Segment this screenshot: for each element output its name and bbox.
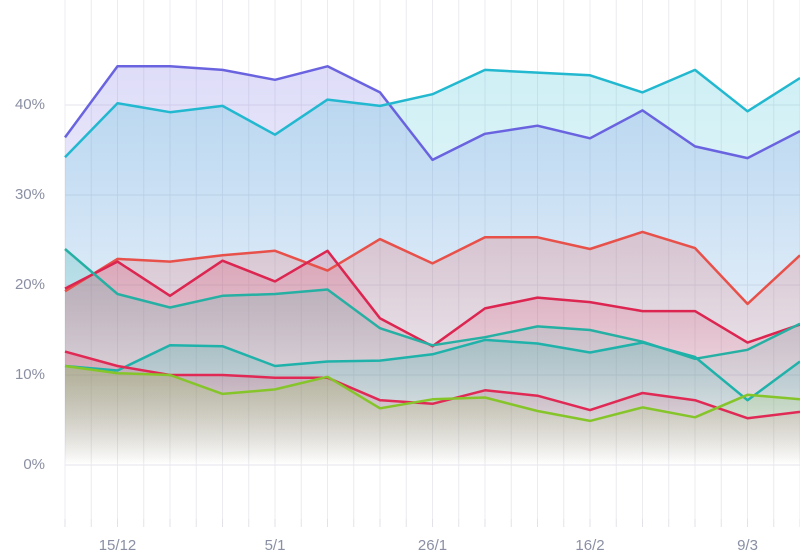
- line: [64, 350, 800, 420]
- x-tick-label: 9/3: [737, 537, 758, 554]
- line: [64, 338, 800, 402]
- line: [64, 364, 800, 423]
- y-tick-label: 40%: [15, 96, 45, 113]
- line: [64, 68, 800, 159]
- line: [63, 65, 800, 162]
- x-tick-label: 15/12: [99, 537, 137, 554]
- y-tick-label: 30%: [15, 186, 45, 203]
- lines: [63, 65, 800, 423]
- y-tick-label: 10%: [15, 366, 45, 383]
- x-tick-label: 26/1: [418, 537, 447, 554]
- line: [64, 230, 800, 306]
- areas: [65, 66, 800, 466]
- x-tick-label: 16/2: [575, 537, 604, 554]
- x-tick-label: 5/1: [265, 537, 286, 554]
- y-tick-label: 20%: [15, 276, 45, 293]
- y-tick-label: 0%: [23, 456, 45, 473]
- area: [65, 366, 800, 465]
